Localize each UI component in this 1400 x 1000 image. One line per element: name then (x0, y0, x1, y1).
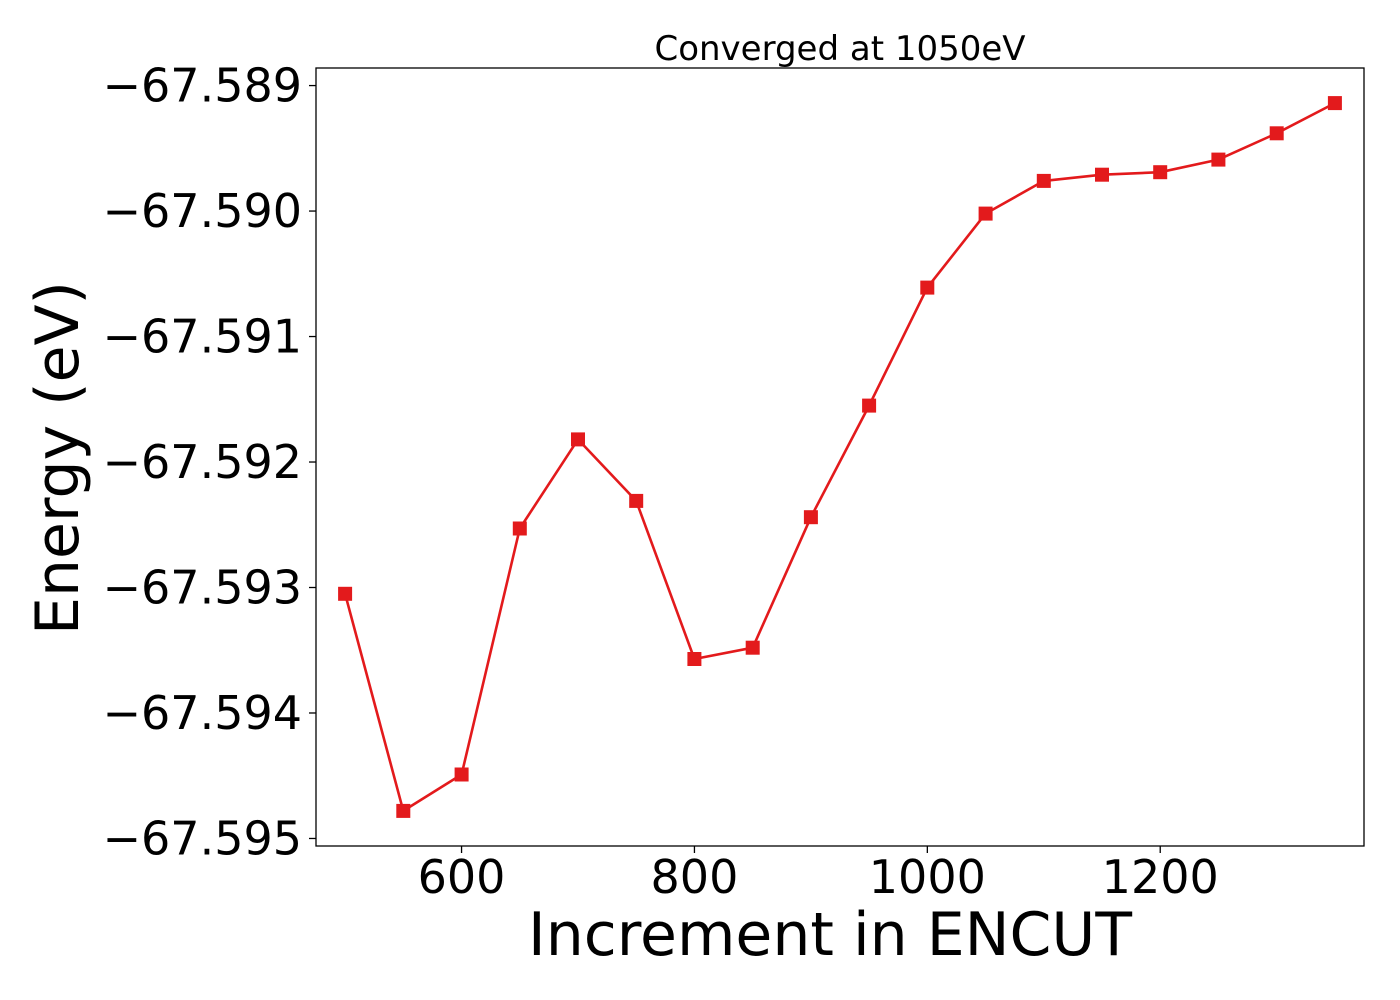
x-tick-label: 800 (651, 850, 739, 904)
data-point-marker (454, 767, 469, 782)
data-point-marker (338, 586, 353, 601)
data-point-marker (1036, 173, 1051, 188)
data-point-marker (803, 510, 818, 525)
data-point-marker (1269, 126, 1284, 141)
series-layer (338, 96, 1342, 818)
data-point-marker (862, 398, 877, 413)
series-line (343, 101, 1336, 813)
plot-area-frame (315, 67, 1365, 847)
y-axis-label: Energy (eV) (23, 281, 93, 635)
data-point-marker (687, 652, 702, 666)
data-point-marker (1095, 167, 1109, 182)
chart-title: Converged at 1050eV (654, 29, 1025, 69)
data-point-marker (920, 280, 935, 295)
data-point-marker (745, 640, 760, 655)
data-point-marker (512, 521, 527, 536)
x-tick-label: 600 (418, 850, 506, 904)
x-tick-label: 1000 (869, 850, 986, 904)
y-tick-label: −67.594 (103, 686, 303, 740)
data-point-marker (1327, 96, 1342, 111)
y-axis-ticks: −67.595 −67.594 −67.593 −67.592 −67.591 −67.5… (103, 59, 316, 865)
y-tick-label: −67.591 (103, 310, 303, 364)
y-tick-label: −67.595 (103, 811, 303, 865)
data-point-marker (571, 432, 585, 447)
data-point-marker (978, 206, 993, 221)
data-point-marker (1153, 165, 1168, 180)
y-tick-label: −67.593 (103, 561, 303, 615)
y-tick-label: −67.592 (103, 435, 303, 489)
x-axis-label: Increment in ENCUT (528, 900, 1132, 970)
data-point-marker (629, 493, 644, 508)
x-axis-ticks: 600 800 1000 1200 (418, 846, 1219, 904)
y-tick-label: −67.590 (103, 184, 303, 238)
x-tick-label: 1200 (1102, 850, 1219, 904)
data-point-marker (396, 803, 411, 818)
data-point-marker (1211, 152, 1226, 167)
y-tick-label: −67.589 (103, 59, 303, 113)
